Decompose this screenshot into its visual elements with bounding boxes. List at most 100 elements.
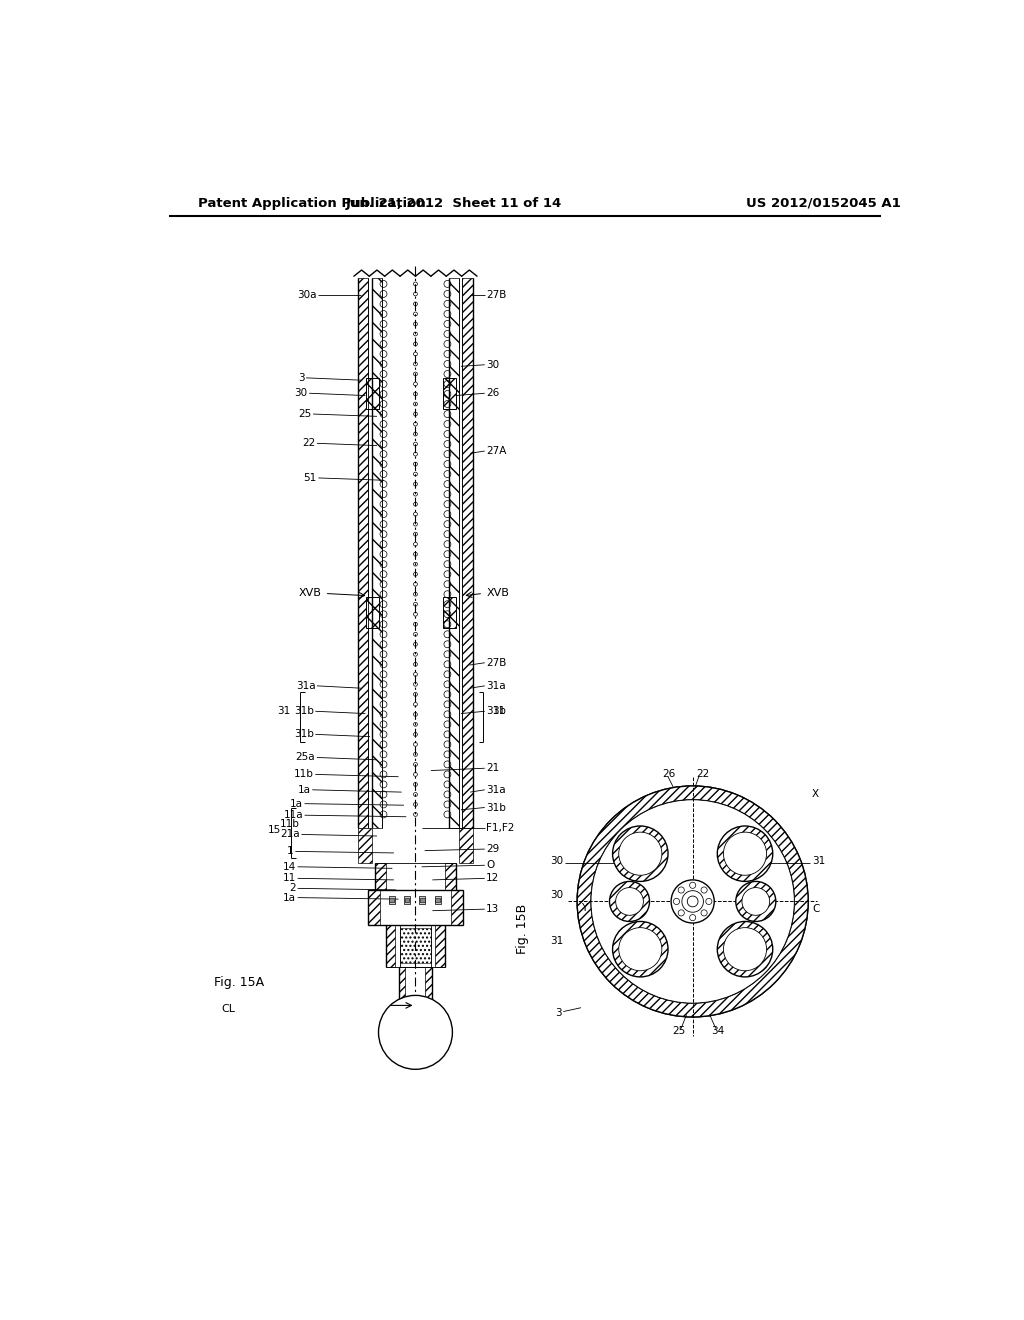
- Circle shape: [615, 887, 643, 915]
- Text: 31b: 31b: [486, 706, 506, 717]
- Text: 1a: 1a: [290, 799, 303, 809]
- Text: 31: 31: [812, 857, 825, 866]
- Text: 31: 31: [493, 706, 506, 717]
- Circle shape: [591, 800, 795, 1003]
- Text: 31: 31: [278, 706, 291, 717]
- Text: 27B: 27B: [486, 290, 507, 301]
- Text: 34: 34: [711, 1026, 724, 1036]
- Text: CL: CL: [221, 1005, 236, 1014]
- Text: 12: 12: [486, 874, 500, 883]
- Bar: [459, 829, 473, 863]
- Circle shape: [682, 891, 703, 912]
- Text: 26: 26: [486, 388, 500, 399]
- Bar: [367, 597, 379, 628]
- Text: Fig. 15B: Fig. 15B: [515, 903, 528, 953]
- Text: 31a: 31a: [486, 681, 506, 690]
- Text: Jun. 21, 2012  Sheet 11 of 14: Jun. 21, 2012 Sheet 11 of 14: [346, 197, 562, 210]
- Text: 30: 30: [295, 388, 307, 399]
- Circle shape: [612, 921, 668, 977]
- Text: Y: Y: [581, 903, 587, 912]
- Text: 25: 25: [298, 409, 311, 418]
- Text: Patent Application Publication: Patent Application Publication: [199, 197, 426, 210]
- Text: 14: 14: [283, 862, 296, 871]
- Text: XVB: XVB: [299, 589, 322, 598]
- Circle shape: [687, 896, 698, 907]
- Text: 13: 13: [486, 904, 500, 915]
- Circle shape: [689, 882, 695, 888]
- Circle shape: [742, 887, 770, 915]
- Bar: [404, 898, 410, 903]
- Bar: [389, 898, 394, 903]
- Text: 31a: 31a: [486, 785, 506, 795]
- Text: 21a: 21a: [281, 829, 300, 840]
- Text: 25a: 25a: [296, 752, 315, 763]
- Text: 26: 26: [662, 770, 675, 779]
- Text: X: X: [812, 788, 819, 799]
- Text: Fig. 15A: Fig. 15A: [214, 975, 264, 989]
- Circle shape: [724, 928, 767, 970]
- Text: 31b: 31b: [294, 706, 313, 717]
- Circle shape: [609, 882, 649, 921]
- Bar: [376, 863, 386, 890]
- Bar: [443, 597, 456, 628]
- Circle shape: [717, 826, 773, 882]
- Circle shape: [612, 826, 668, 882]
- Bar: [435, 898, 440, 903]
- Text: 25: 25: [672, 1026, 685, 1036]
- Text: 11: 11: [283, 874, 296, 883]
- Circle shape: [678, 909, 684, 916]
- Text: C: C: [812, 904, 819, 915]
- Text: 15: 15: [268, 825, 282, 834]
- Text: O: O: [486, 861, 495, 870]
- Text: 3: 3: [298, 372, 304, 383]
- Bar: [425, 966, 432, 1006]
- Text: 2: 2: [290, 883, 296, 894]
- Text: 22: 22: [696, 770, 710, 779]
- Text: 11b: 11b: [281, 820, 300, 829]
- Circle shape: [736, 882, 776, 921]
- Wedge shape: [578, 785, 808, 1016]
- Bar: [386, 924, 395, 966]
- Circle shape: [689, 915, 695, 921]
- Text: 31b: 31b: [294, 730, 313, 739]
- Circle shape: [724, 832, 767, 875]
- Text: 3: 3: [555, 1008, 562, 1018]
- Circle shape: [618, 832, 662, 875]
- Circle shape: [379, 995, 453, 1069]
- Circle shape: [618, 928, 662, 970]
- Bar: [443, 378, 456, 409]
- Text: XVB: XVB: [486, 589, 509, 598]
- Text: 1a: 1a: [283, 892, 296, 903]
- Bar: [367, 378, 379, 409]
- Text: 30: 30: [550, 857, 563, 866]
- Bar: [435, 924, 444, 966]
- Bar: [373, 277, 382, 829]
- Text: 31a: 31a: [296, 681, 315, 690]
- Text: 30a: 30a: [297, 290, 316, 301]
- Circle shape: [678, 887, 684, 894]
- Text: 29: 29: [486, 843, 500, 854]
- Text: 31: 31: [550, 936, 563, 946]
- Text: 22: 22: [302, 438, 315, 449]
- Bar: [420, 898, 425, 903]
- Bar: [357, 829, 373, 863]
- Text: 31b: 31b: [486, 803, 506, 813]
- Bar: [444, 863, 456, 890]
- Bar: [451, 890, 463, 924]
- Circle shape: [674, 899, 680, 904]
- Text: 21: 21: [486, 763, 500, 774]
- Circle shape: [671, 880, 714, 923]
- Circle shape: [706, 899, 712, 904]
- Bar: [403, 896, 410, 904]
- Text: 11b: 11b: [294, 770, 313, 779]
- Bar: [400, 928, 431, 964]
- Text: 1: 1: [287, 846, 294, 857]
- Text: F1,F2: F1,F2: [486, 824, 515, 833]
- Bar: [398, 966, 406, 1006]
- Text: 30: 30: [486, 360, 500, 370]
- Bar: [450, 277, 459, 829]
- Text: 27A: 27A: [486, 446, 507, 455]
- Bar: [435, 896, 441, 904]
- Circle shape: [717, 921, 773, 977]
- Bar: [388, 896, 394, 904]
